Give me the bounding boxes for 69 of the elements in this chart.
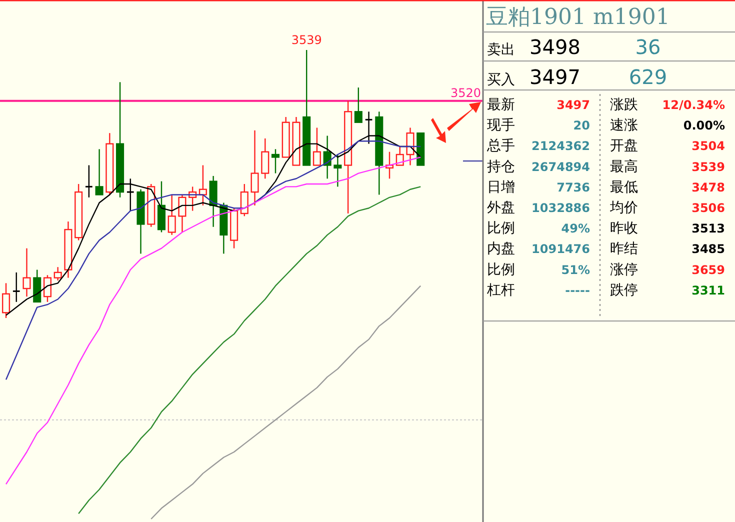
text: 20 <box>573 118 590 133</box>
candlestick <box>84 164 94 198</box>
candlestick <box>54 266 62 282</box>
text: 51% <box>561 262 590 277</box>
text: 3513 <box>692 222 725 236</box>
text: 629 <box>628 65 668 89</box>
candlestick <box>334 154 342 188</box>
text: 均价 <box>609 200 638 216</box>
text: 3539 <box>692 160 725 174</box>
candlestick <box>261 138 270 180</box>
text: 最高 <box>610 158 638 175</box>
text: 总手 <box>486 138 515 154</box>
text: 杠杆 <box>486 282 515 298</box>
text: 2124362 <box>532 139 590 154</box>
text: 最低 <box>610 179 638 196</box>
text: ----- <box>565 283 590 298</box>
text: 3498 <box>530 35 580 59</box>
text: 1091476 <box>532 242 590 256</box>
candlestick <box>250 130 259 206</box>
text: 开盘 <box>610 138 638 154</box>
text: 昨结 <box>610 241 638 258</box>
text: 日增 <box>487 179 515 196</box>
text: 速涨 <box>610 118 638 134</box>
candlestick <box>22 248 31 298</box>
candlestick <box>396 146 404 166</box>
candlestick <box>2 282 10 319</box>
text: 1032886 <box>532 201 590 215</box>
candlestick <box>406 127 414 166</box>
text: 2674894 <box>532 160 590 174</box>
candlestick <box>43 274 52 303</box>
candlestick <box>95 148 104 196</box>
text: 现手 <box>487 118 515 134</box>
candlestick <box>178 194 186 233</box>
text: 内盘 <box>487 241 515 258</box>
text: 3504 <box>692 139 725 154</box>
text: 卖出 <box>487 42 515 58</box>
text: 最新 <box>487 97 515 113</box>
text: 3485 <box>692 242 725 256</box>
text: 外盘 <box>487 200 515 216</box>
text: 涨跌 <box>610 97 638 113</box>
candlestick <box>12 272 21 303</box>
text: 3497 <box>530 65 580 89</box>
text: 0.00% <box>683 118 725 133</box>
candlestick <box>126 178 135 212</box>
text: 持仓 <box>487 158 515 175</box>
text: 3659 <box>692 262 725 277</box>
text: 3478 <box>692 180 725 194</box>
candlestick <box>240 183 248 217</box>
text: 49% <box>561 222 590 236</box>
text: 豆粕1901 m1901 <box>486 5 670 30</box>
text: 比例 <box>487 220 515 237</box>
candlestick <box>271 148 280 174</box>
text: 3311 <box>692 283 725 298</box>
annotation: 3520 <box>450 86 481 100</box>
text: 涨停 <box>610 262 638 278</box>
text: 36 <box>635 35 661 59</box>
text: 买入 <box>487 72 515 88</box>
candlestick <box>323 135 332 180</box>
text: 12/0.34% <box>662 98 725 112</box>
candlestick <box>354 86 362 123</box>
annotation: 3539 <box>291 33 322 47</box>
text: 昨收 <box>610 220 638 237</box>
text: 比例 <box>487 262 515 278</box>
candlestick <box>168 194 176 236</box>
text: 3506 <box>692 201 725 215</box>
candlestick <box>312 127 321 166</box>
text: 7736 <box>556 180 590 194</box>
text: 3497 <box>556 98 590 112</box>
text: 跌停 <box>610 282 638 298</box>
